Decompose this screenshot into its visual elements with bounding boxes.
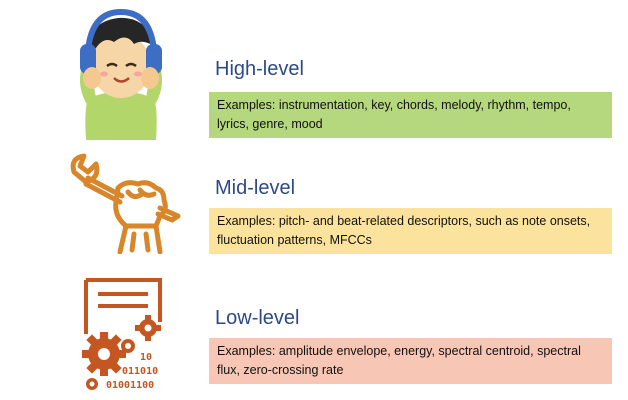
binary-text-line: 10 [140, 352, 152, 363]
document-gears-binary-icon: 10 011010 01001100 [82, 278, 162, 391]
level-title: Mid-level [215, 177, 296, 199]
level-title: Low-level [215, 307, 300, 329]
level-title: High-level [215, 58, 304, 80]
binary-text-line: 01001100 [106, 380, 154, 391]
child-with-headphones-icon [80, 8, 162, 140]
binary-text-line: 011010 [122, 366, 158, 377]
level-description-box: Examples: amplitude envelope, energy, sp… [209, 338, 612, 384]
level-description-box: Examples: pitch- and beat-related descri… [209, 208, 612, 254]
fist-holding-wrench-icon [70, 153, 181, 254]
level-description-box: Examples: instrumentation, key, chords, … [209, 92, 612, 138]
